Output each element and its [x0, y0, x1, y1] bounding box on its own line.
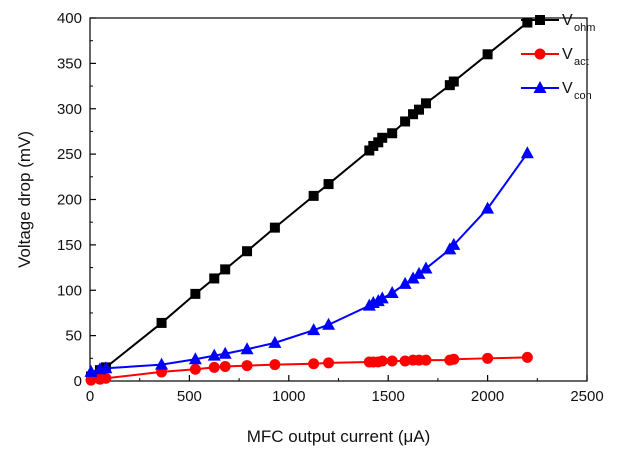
series-vact-point	[308, 358, 320, 370]
legend-vact-subscript: act	[574, 56, 589, 68]
series-vcon-point	[188, 352, 202, 365]
series-vcon-point	[375, 291, 389, 304]
series-vact-point	[399, 355, 411, 367]
series-vohm-point	[308, 190, 319, 201]
series-vcon-point	[99, 361, 113, 374]
series-vohm-point	[387, 128, 398, 139]
series-vcon-point	[385, 285, 399, 298]
x-tick-label: 500	[177, 388, 202, 405]
series-layer	[84, 17, 534, 386]
series-vact-point	[521, 351, 533, 363]
series-vact-point	[269, 359, 281, 371]
series-vcon-point	[155, 357, 169, 370]
legend-vact-label: V	[562, 46, 573, 63]
y-tick-label: 250	[57, 146, 82, 163]
series-vohm-point	[408, 109, 419, 120]
series-vohm-point	[522, 17, 533, 28]
series-vcon-point	[218, 346, 232, 359]
series-vcon-point	[268, 335, 282, 348]
series-vcon-point	[406, 271, 420, 284]
series-vcon-line	[90, 152, 529, 373]
series-vohm-point	[448, 76, 459, 87]
series-vact-point	[482, 352, 494, 364]
series-vohm-point	[482, 49, 493, 60]
series-vact-point	[448, 353, 460, 365]
y-tick-label: 200	[57, 192, 82, 209]
series-vcon-point	[207, 348, 221, 361]
x-tick-label: 2000	[471, 388, 504, 405]
series-vcon-point	[520, 146, 534, 159]
series-vact-point	[219, 360, 231, 372]
series-vohm-point	[414, 104, 425, 115]
series-vact-point	[189, 363, 201, 375]
series-vcon-point	[481, 201, 495, 214]
y-axis-title: Voltage drop (mV)	[15, 131, 34, 268]
series-vohm-point	[377, 132, 388, 143]
series-vact-point	[85, 374, 97, 386]
y-tick-label: 50	[65, 328, 82, 345]
y-tick-label: 0	[74, 373, 82, 390]
series-vact-point	[323, 357, 335, 369]
series-vohm-point	[220, 264, 231, 275]
series-vohm-point	[156, 317, 167, 328]
series-vohm-point	[209, 273, 220, 284]
series-vact	[85, 351, 533, 386]
series-vact-point	[376, 355, 388, 367]
series-vcon-point	[322, 317, 336, 330]
x-axis-title: MFC output current (μA)	[247, 427, 431, 446]
series-vcon-point	[398, 276, 412, 289]
series-vohm-point	[420, 98, 431, 109]
series-vact-point	[208, 361, 220, 373]
series-vcon-point	[412, 266, 426, 279]
legend-vcon-marker	[533, 81, 547, 93]
legend-vohm-marker	[535, 15, 545, 25]
series-vcon-point	[419, 261, 433, 274]
y-tick-label: 300	[57, 101, 82, 118]
y-tick-label: 400	[57, 10, 82, 27]
series-vohm-point	[323, 179, 334, 190]
y-tick-label: 350	[57, 55, 82, 72]
series-vcon-point	[307, 323, 321, 336]
legend-vcon-subscript: con	[574, 90, 592, 102]
series-vact-point	[420, 354, 432, 366]
series-vohm	[85, 17, 533, 382]
y-tick-label: 100	[57, 282, 82, 299]
series-vohm-point	[242, 246, 253, 257]
y-tick-label: 150	[57, 237, 82, 254]
series-vcon-point	[447, 237, 461, 250]
x-tick-label: 0	[86, 388, 94, 405]
series-vcon	[84, 146, 534, 377]
series-vact-point	[386, 355, 398, 367]
series-vact-point	[100, 372, 112, 384]
legend-vohm-subscript: ohm	[574, 22, 595, 34]
series-vact-point	[241, 360, 253, 372]
series-vohm-point	[269, 222, 280, 233]
x-tick-label: 1000	[272, 388, 305, 405]
legend-vcon-label: V	[562, 80, 573, 97]
legend-vact-marker	[534, 48, 546, 60]
axes: 0 500 1000 1500 2000 2500 0 50 100 150 200 250 300 35…	[57, 10, 604, 405]
x-tick-label: 2500	[570, 388, 603, 405]
legend-vohm-label: V	[562, 12, 573, 29]
series-vohm-point	[190, 288, 201, 299]
x-tick-label: 1500	[372, 388, 405, 405]
series-vcon-point	[240, 342, 254, 355]
series-vohm-point	[400, 116, 411, 127]
